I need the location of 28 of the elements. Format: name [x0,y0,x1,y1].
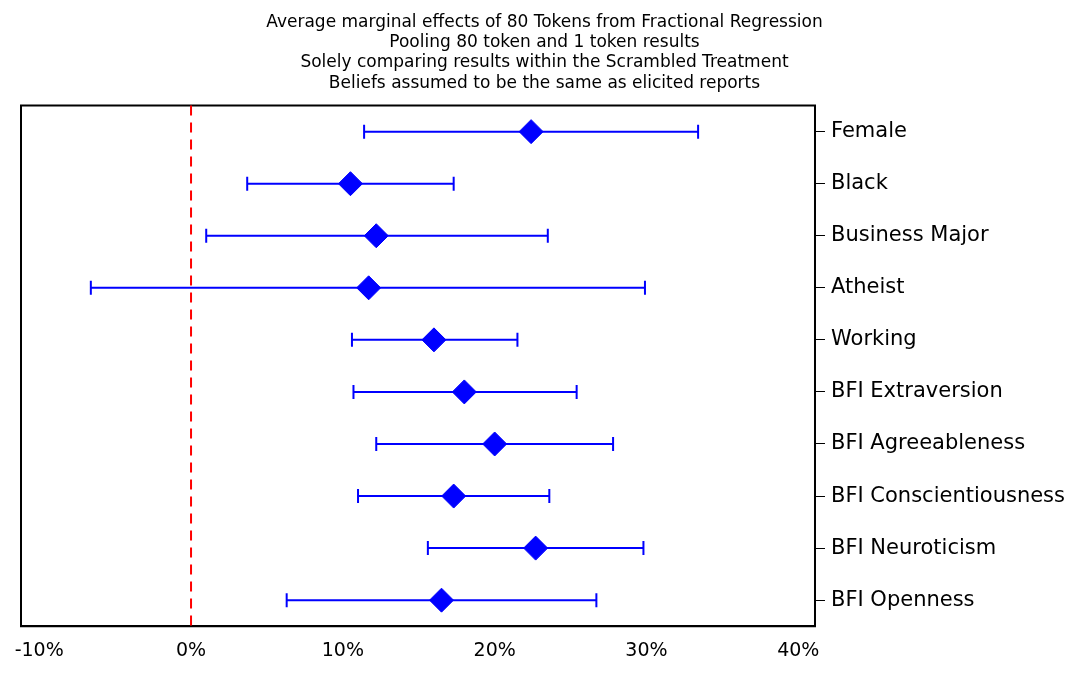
point [441,483,467,509]
x-tick-label: 20% [473,637,516,660]
x-tick-label: 30% [625,637,668,660]
y-tick-label: BFI Openness [831,586,975,611]
x-tick-label: 10% [321,637,364,660]
y-tick-label: Atheist [831,274,905,299]
y-tick-label: Female [831,118,907,143]
point [429,587,455,613]
point [523,535,549,561]
x-tick-label: -10% [14,637,64,660]
point [421,327,447,353]
point [337,171,363,197]
chart-subtitle: Pooling 80 token and 1 token results Solely comparing results within the Scrambled Treatment Beliefs assumed to be the same as elicited reports [300,31,789,92]
point [518,119,544,145]
y-tick-label: BFI Neuroticism [831,534,997,559]
x-tick-label: 0% [175,637,207,660]
chart-title: Average marginal effects of 80 Tokens from Fractional Regression [266,10,823,31]
y-tick-label: BFI Conscientiousness [831,482,1066,507]
point [363,223,389,249]
y-tick-label: Business Major [831,222,989,247]
point [356,275,382,301]
y-tick-label: BFI Extraversion [831,378,1003,403]
y-tick-label: Working [831,326,917,351]
point [482,431,508,457]
y-tick-label: BFI Agreeableness [831,430,1026,455]
point [451,379,477,405]
x-tick-label: 40% [777,637,820,660]
y-tick-label: Black [831,170,889,195]
